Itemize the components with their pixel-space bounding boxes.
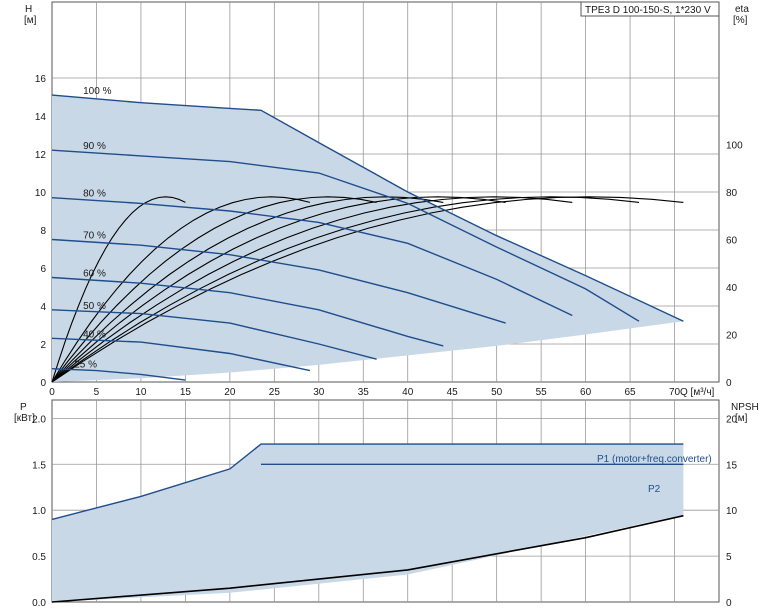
- y-tick-label: 0: [40, 378, 46, 389]
- y2-tick-label: 20: [726, 331, 738, 342]
- head-curve: [51, 238, 506, 324]
- q-axis-label: Q [м³/ч]: [680, 387, 715, 398]
- head-curve-label: 90 %: [83, 141, 106, 152]
- eta-axis-label: eta: [735, 4, 749, 15]
- upper-tick-labels: 0 5 10 15 20 25 30 35 40 45 50 55 60 65 70 0 2 4 6 8 10 12 14 1…: [35, 74, 743, 398]
- head-curve: [51, 337, 311, 372]
- y-tick-label: 0.0: [32, 598, 46, 609]
- y-tick-label: 10: [35, 188, 47, 199]
- x-tick-label: 50: [491, 387, 503, 398]
- x-tick-label: 25: [269, 387, 281, 398]
- operating-envelope: [52, 95, 684, 382]
- head-curve-labels: 100 % 90 % 80 % 70 % 60 % 50 % 40 % 25 %: [74, 86, 111, 371]
- efficiency-curve: [51, 196, 311, 383]
- head-curve: [51, 276, 444, 347]
- head-curve-label: 100 %: [83, 86, 111, 97]
- x-tick-label: 35: [358, 387, 370, 398]
- head-curve: [51, 94, 684, 322]
- y2-tick-label: 40: [726, 283, 738, 294]
- x-tick-label: 40: [402, 387, 414, 398]
- y-tick-label: 8: [40, 226, 46, 237]
- upper-panel: 100 % 90 % 80 % 70 % 60 % 50 % 40 % 25 % 0 5 10 15…: [24, 1, 749, 398]
- y2-tick-label: 0: [726, 378, 732, 389]
- y2-tick-label: 80: [726, 188, 738, 199]
- head-curves: [51, 94, 684, 381]
- y2-tick-label: 20: [726, 414, 738, 425]
- head-curve-label: 50 %: [83, 301, 106, 312]
- x-tick-label: 60: [580, 387, 592, 398]
- y-tick-label: 14: [35, 112, 47, 123]
- head-curve-label: 70 %: [83, 231, 106, 242]
- h-axis-label: H: [25, 4, 32, 15]
- p1-label: P1 (motor+freq.converter): [597, 454, 712, 465]
- head-curve: [51, 368, 186, 381]
- y2-tick-label: 100: [726, 141, 743, 152]
- power-curves: [51, 443, 684, 603]
- y2-tick-label: 5: [726, 552, 732, 563]
- y-tick-label: 16: [35, 74, 47, 85]
- head-curve: [51, 197, 573, 317]
- head-curve-label: 60 %: [83, 269, 106, 280]
- y2-tick-label: 0: [726, 598, 732, 609]
- y-tick-label: 2: [40, 340, 46, 351]
- npsh-axis-unit: [м]: [735, 413, 748, 424]
- power-envelope: [52, 444, 684, 602]
- head-curve-label: 25 %: [74, 360, 97, 371]
- efficiency-curve: [51, 196, 444, 383]
- head-curve-label: 40 %: [83, 329, 106, 340]
- y2-tick-label: 10: [726, 506, 738, 517]
- x-tick-label: 20: [224, 387, 236, 398]
- chart-title: TPE3 D 100-150-S, 1*230 V: [585, 5, 711, 16]
- h-axis-unit: [м]: [24, 15, 37, 26]
- eta-axis-unit: [%]: [733, 15, 748, 26]
- y-tick-label: 12: [35, 150, 47, 161]
- npsh-axis-label: NPSH: [731, 402, 759, 413]
- y2-tick-label: 15: [726, 460, 738, 471]
- npsh-curve: [51, 514, 684, 603]
- y-tick-label: 2.0: [32, 414, 46, 425]
- p2-label: P2: [648, 484, 661, 495]
- efficiency-curve: [51, 196, 377, 383]
- y-tick-label: 6: [40, 264, 46, 275]
- y-tick-label: 0.5: [32, 552, 46, 563]
- title-box: [580, 1, 720, 17]
- x-tick-label: 65: [625, 387, 637, 398]
- efficiency-curve: [51, 196, 573, 383]
- x-tick-label: 45: [447, 387, 459, 398]
- head-curve: [51, 309, 377, 360]
- x-tick-label: 5: [94, 387, 100, 398]
- y2-tick-label: 60: [726, 236, 738, 247]
- head-curve-label: 80 %: [83, 189, 106, 200]
- p-axis-label: P: [20, 402, 27, 413]
- x-tick-label: 15: [180, 387, 192, 398]
- x-tick-label: 0: [49, 387, 55, 398]
- x-tick-label: 55: [536, 387, 548, 398]
- y-tick-label: 1.0: [32, 506, 46, 517]
- efficiency-curves: [51, 196, 684, 383]
- lower-tick-labels: 0.0 0.5 1.0 1.5 2.0 0 5 10 15 20: [32, 414, 737, 609]
- y-tick-label: 4: [40, 302, 46, 313]
- x-tick-label: 30: [313, 387, 325, 398]
- efficiency-curve: [51, 196, 506, 383]
- lower-panel: 0.0 0.5 1.0 1.5 2.0 0 5 10 15 20 P [кВт] NPSH [м]…: [14, 399, 759, 609]
- power-curve: [51, 443, 684, 521]
- x-tick-label: 10: [135, 387, 147, 398]
- head-curve: [51, 149, 640, 322]
- efficiency-curve: [51, 196, 186, 383]
- y-tick-label: 1.5: [32, 460, 46, 471]
- p-axis-unit: [кВт]: [14, 413, 35, 424]
- x-tick-label: 70: [669, 387, 681, 398]
